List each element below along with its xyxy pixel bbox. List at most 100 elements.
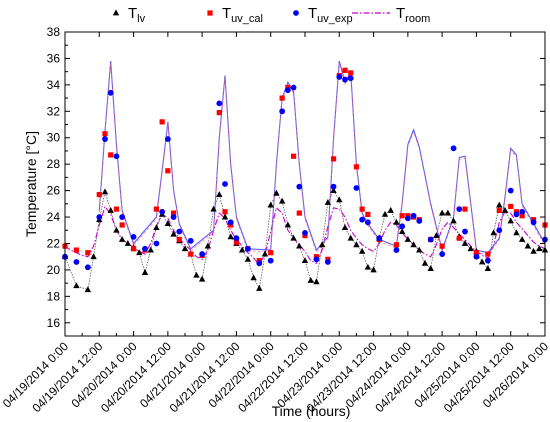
point-T_lv [421,259,429,266]
point-T_lv [90,253,97,260]
point-T_uv_cal [290,153,297,159]
point-T_lv [164,220,172,227]
point-T_uv_cal [233,239,240,245]
point-T_uv_exp [416,218,423,224]
point-T_lv [73,282,80,289]
y-axis-title: Temperature [°C] [23,131,39,237]
point-T_uv_cal [519,213,525,219]
point-T_uv_exp [233,235,240,242]
point-T_uv_cal [279,95,285,101]
point-T_uv_exp [96,214,103,220]
point-T_lv [84,286,92,293]
point-T_uv_cal [268,250,274,256]
point-T_lv [484,265,492,271]
point-T_uv_exp [176,228,183,235]
point-T_uv_cal [85,250,91,256]
point-T_uv_exp [439,251,446,257]
y-tick-label: 38 [47,25,61,39]
point-T_lv [536,245,543,252]
point-T_uv_exp [456,206,463,213]
point-T_uv_exp [376,235,383,242]
point-T_uv_cal [359,206,365,212]
point-T_lv [387,206,394,213]
point-T_lv [210,205,217,212]
point-T_uv_exp [513,211,520,218]
y-tick-label: 34 [47,78,61,92]
point-T_lv [364,263,372,270]
point-T_uv_cal [342,67,348,73]
legend-marker-T_lv [112,9,120,16]
point-T_uv_exp [359,216,366,223]
point-T_lv [301,257,309,264]
point-T_uv_cal [119,222,125,228]
point-T_uv_exp [427,236,434,243]
point-T_uv_cal [348,70,354,76]
legend: Tlv Tuv_cal Tuv_exp Troom [112,5,430,25]
y-tick-label: 24 [47,210,61,224]
point-T_lv [530,247,537,254]
point-T_lv [284,221,292,228]
point-T_uv_cal [439,243,445,249]
point-T_lv [427,265,434,271]
point-T_uv_exp [244,245,251,252]
legend-label-T_lv: Tlv [128,5,146,25]
point-T_lv [198,275,206,282]
point-T_uv_exp [170,214,177,220]
point-T_uv_exp [404,215,411,222]
point-T_uv_exp [159,208,166,215]
legend-marker-T_uv_exp [293,10,299,16]
legend-marker-T_uv_cal [207,10,213,16]
point-T_lv [124,239,132,246]
y-axis: 16 18 20 22 24 26 28 30 32 34 36 38 [47,25,545,330]
point-T_uv_exp [336,74,343,80]
point-T_uv_exp [284,87,291,94]
point-T_uv_exp [216,100,223,107]
point-T_uv_exp [484,257,491,264]
point-T_uv_cal [159,119,165,125]
point-T_lv [398,228,406,234]
point-T_lv [318,241,326,248]
point-T_uv_exp [267,257,274,264]
point-T_uv_exp [342,76,348,83]
point-T_uv_exp [313,256,320,263]
point-T_uv_exp [530,219,537,226]
point-T_lv [136,249,143,256]
point-T_uv_cal [188,251,194,257]
point-T_uv_exp [279,108,286,115]
y-tick-label: 26 [47,184,61,198]
point-T_lv [433,232,440,238]
point-T_uv_cal [176,236,182,243]
point-T_uv_exp [227,219,234,226]
point-T_uv_cal [485,251,491,257]
point-T_uv_cal [96,191,102,198]
point-T_lv [416,246,423,253]
point-T_lv [410,241,417,248]
point-T_uv_exp [107,89,114,96]
point-T_lv [358,247,366,254]
point-T_uv_exp [296,183,303,190]
point-T_lv [518,236,526,242]
point-T_uv_exp [393,247,400,253]
point-T_uv_cal [113,206,120,212]
point-T_uv_exp [256,260,263,267]
y-tick-label: 30 [47,131,61,145]
point-T_uv_exp [507,187,514,194]
y-tick-label: 28 [47,157,61,171]
legend-label-T_uv_exp: Tuv_exp [308,5,353,25]
point-T_lv [324,199,332,205]
point-T_uv_cal [399,213,405,219]
legend-item-T_uv_exp: Tuv_exp [293,5,353,25]
point-T_uv_exp [364,219,371,226]
point-T_lv [478,258,486,265]
point-T_uv_exp [187,237,194,244]
point-T_uv_exp [84,264,91,271]
point-T_uv_exp [519,208,526,215]
point-T_uv_exp [130,233,137,240]
point-T_lv [256,284,263,291]
point-T_uv_exp [290,84,297,91]
point-T_uv_exp [73,259,80,265]
point-T_lv [113,226,120,233]
y-tick-label: 20 [47,263,61,277]
point-T_lv [438,209,446,216]
